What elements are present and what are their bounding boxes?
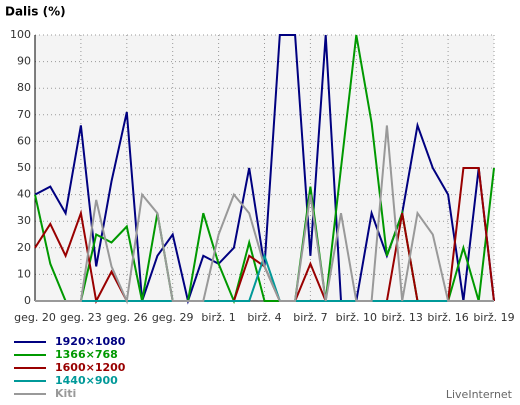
legend-label: 1920×1080	[55, 335, 126, 348]
x-tick-label: geg. 29	[152, 311, 194, 324]
legend-label: 1600×1200	[55, 361, 126, 374]
y-tick-label: 0	[24, 294, 31, 307]
x-tick-label: birž. 13	[382, 311, 423, 324]
legend-label: 1366×768	[55, 348, 118, 361]
legend-label: 1440×900	[55, 374, 118, 387]
y-tick-label: 100	[10, 28, 31, 41]
y-tick-label: 90	[17, 55, 31, 68]
y-tick-label: 20	[17, 241, 31, 254]
y-tick-label: 40	[17, 188, 31, 201]
series-line	[35, 252, 494, 302]
x-tick-label: birž. 4	[247, 311, 281, 324]
x-tick-label: birž. 19	[473, 311, 514, 324]
y-tick-label: 60	[17, 134, 31, 147]
y-tick-label: 80	[17, 81, 31, 94]
x-tick-label: birž. 16	[427, 311, 468, 324]
chart-title: Dalis (%)	[5, 5, 66, 19]
series-line	[35, 125, 494, 305]
y-tick-label: 10	[17, 267, 31, 280]
y-tick-label: 50	[17, 161, 31, 174]
source: LiveInternet	[446, 388, 513, 401]
x-tick-label: geg. 20	[14, 311, 56, 324]
x-tick-label: birž. 1	[201, 311, 235, 324]
x-tick-label: geg. 26	[106, 311, 148, 324]
legend-label: Kiti	[55, 387, 76, 400]
x-tick-label: birž. 10	[336, 311, 377, 324]
y-tick-label: 30	[17, 214, 31, 227]
x-tick-label: geg. 23	[60, 311, 102, 324]
x-tick-label: birž. 7	[293, 311, 327, 324]
y-tick-label: 70	[17, 108, 31, 121]
